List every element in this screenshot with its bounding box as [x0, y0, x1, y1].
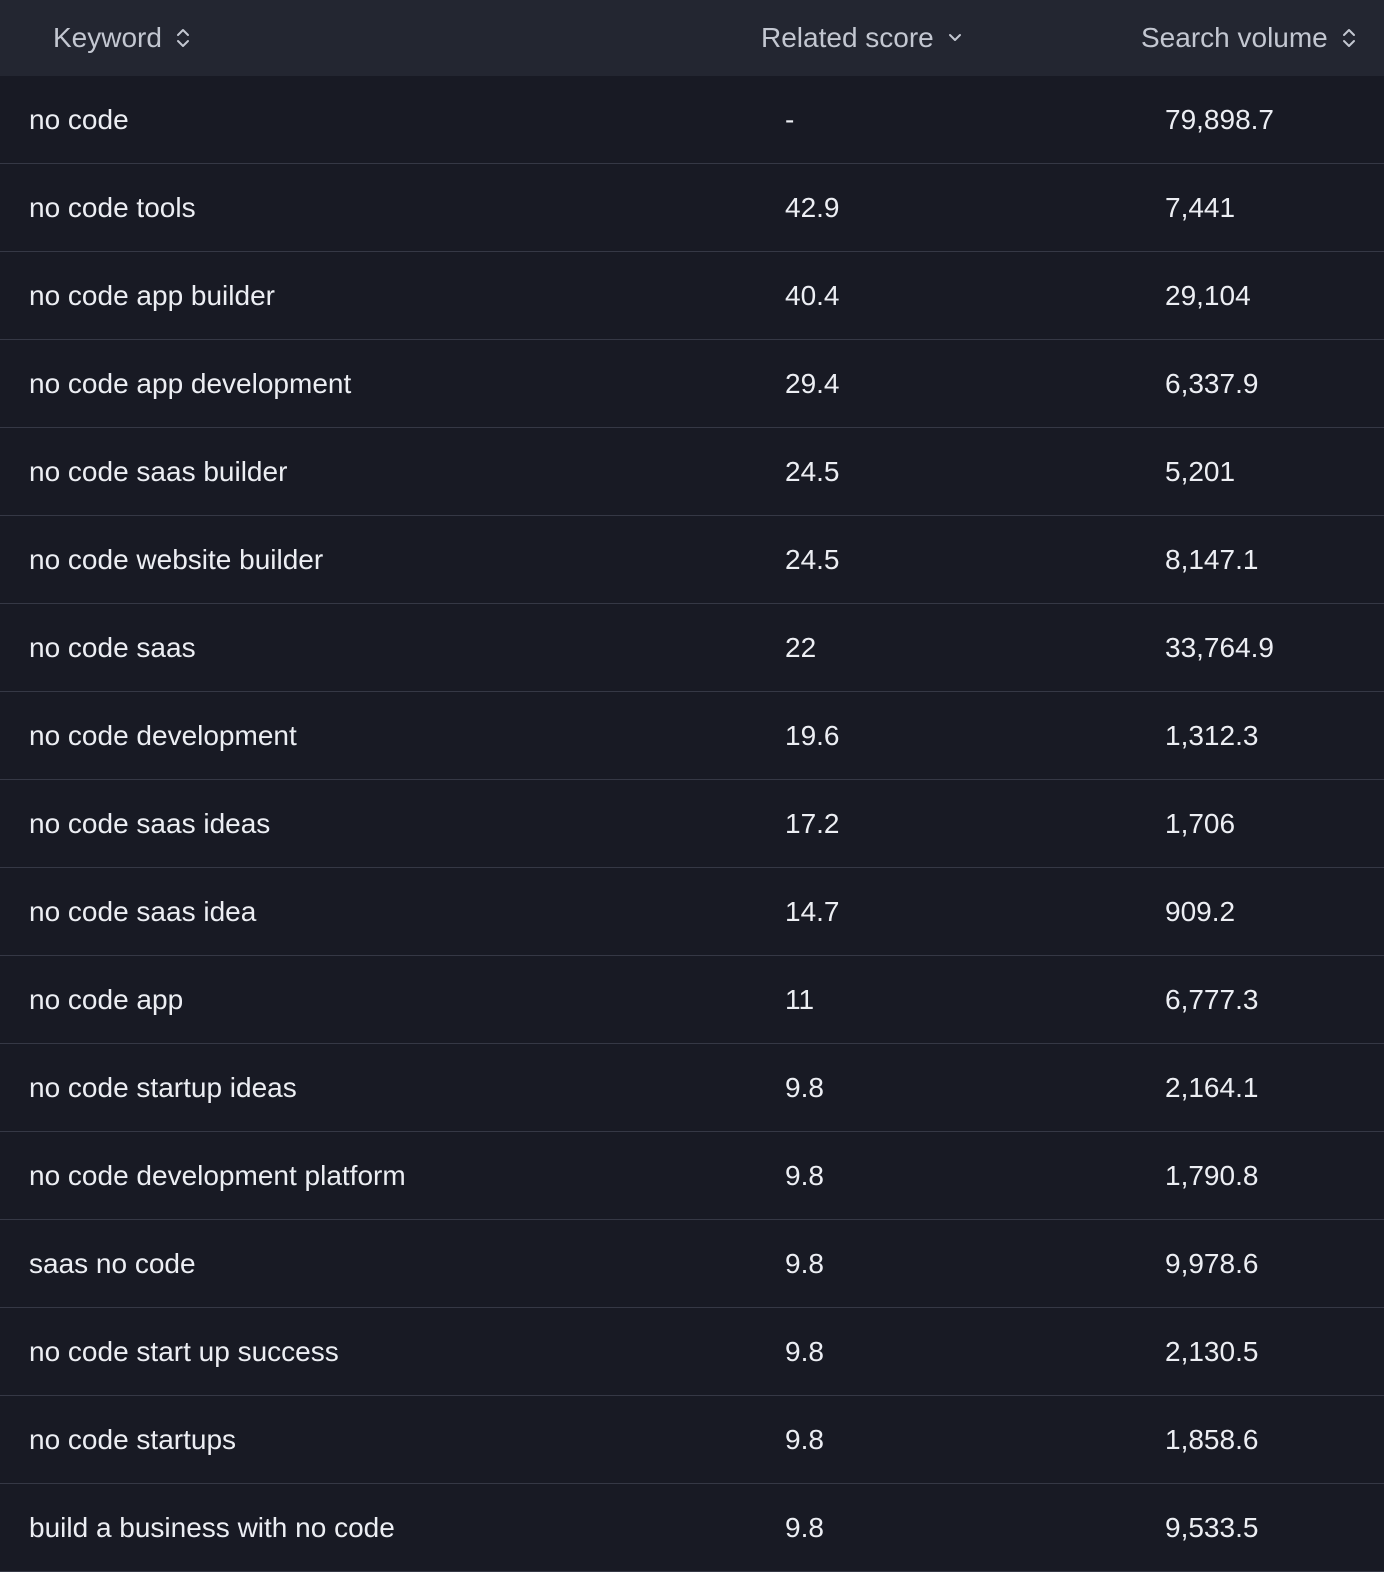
- column-header-keyword[interactable]: Keyword: [53, 0, 190, 76]
- table-row[interactable]: no code app 11 6,777.3: [0, 956, 1384, 1044]
- keyword-cell: no code: [29, 103, 129, 135]
- sort-updown-icon[interactable]: [1342, 26, 1356, 50]
- related-score-cell: 9.8: [785, 1159, 824, 1191]
- table-row[interactable]: no code saas builder 24.5 5,201: [0, 428, 1384, 516]
- search-volume-cell: 1,312.3: [1165, 719, 1259, 751]
- related-score-cell: 17.2: [785, 807, 840, 839]
- related-score-cell: 19.6: [785, 719, 840, 751]
- keyword-cell: no code saas builder: [29, 455, 288, 487]
- keyword-cell: no code website builder: [29, 543, 324, 575]
- table-row[interactable]: no code website builder 24.5 8,147.1: [0, 516, 1384, 604]
- related-score-cell: 29.4: [785, 367, 840, 399]
- table-row[interactable]: no code saas ideas 17.2 1,706: [0, 780, 1384, 868]
- table-header: Keyword Related score Search volume: [0, 0, 1384, 76]
- search-volume-cell: 8,147.1: [1165, 543, 1259, 575]
- table-row[interactable]: no code app builder 40.4 29,104: [0, 252, 1384, 340]
- related-score-cell: 22: [785, 631, 817, 663]
- table-row[interactable]: no code start up success 9.8 2,130.5: [0, 1308, 1384, 1396]
- search-volume-cell: 9,533.5: [1165, 1511, 1259, 1543]
- search-volume-cell: 7,441: [1165, 191, 1236, 223]
- keyword-cell: no code tools: [29, 191, 196, 223]
- table-row[interactable]: build a business with no code 9.8 9,533.…: [0, 1484, 1384, 1572]
- search-volume-cell: 6,777.3: [1165, 983, 1259, 1015]
- search-volume-cell: 909.2: [1165, 895, 1236, 927]
- keyword-cell: no code saas: [29, 631, 196, 663]
- keyword-cell: no code startup ideas: [29, 1071, 297, 1103]
- search-volume-cell: 29,104: [1165, 279, 1251, 311]
- related-score-cell: 24.5: [785, 455, 840, 487]
- search-volume-cell: 9,978.6: [1165, 1247, 1259, 1279]
- table-row[interactable]: no code tools 42.9 7,441: [0, 164, 1384, 252]
- keyword-cell: no code startups: [29, 1423, 237, 1455]
- search-volume-cell: 1,790.8: [1165, 1159, 1259, 1191]
- keyword-cell: no code app builder: [29, 279, 275, 311]
- search-volume-cell: 6,337.9: [1165, 367, 1259, 399]
- table-row[interactable]: no code startup ideas 9.8 2,164.1: [0, 1044, 1384, 1132]
- keyword-cell: saas no code: [29, 1247, 196, 1279]
- column-header-search-volume[interactable]: Search volume: [1141, 0, 1356, 76]
- related-score-cell: 14.7: [785, 895, 840, 927]
- keyword-cell: no code saas ideas: [29, 807, 271, 839]
- related-score-cell: -: [785, 103, 795, 135]
- column-header-label: Related score: [761, 22, 934, 53]
- keyword-cell: build a business with no code: [29, 1511, 395, 1543]
- keyword-cell: no code app: [29, 983, 184, 1015]
- keyword-cell: no code saas idea: [29, 895, 257, 927]
- column-header-label: Keyword: [53, 22, 162, 53]
- keyword-cell: no code development: [29, 719, 297, 751]
- search-volume-cell: 79,898.7: [1165, 103, 1274, 135]
- search-volume-cell: 2,164.1: [1165, 1071, 1259, 1103]
- table-row[interactable]: saas no code 9.8 9,978.6: [0, 1220, 1384, 1308]
- search-volume-cell: 1,706: [1165, 807, 1236, 839]
- keyword-cell: no code start up success: [29, 1335, 339, 1367]
- related-score-cell: 9.8: [785, 1423, 824, 1455]
- related-score-cell: 42.9: [785, 191, 840, 223]
- search-volume-cell: 5,201: [1165, 455, 1236, 487]
- related-score-cell: 11: [785, 983, 815, 1015]
- table-row[interactable]: no code - 79,898.7: [0, 76, 1384, 164]
- keyword-cell: no code app development: [29, 367, 352, 399]
- related-score-cell: 40.4: [785, 279, 840, 311]
- keyword-cell: no code development platform: [29, 1159, 406, 1191]
- table-row[interactable]: no code saas 22 33,764.9: [0, 604, 1384, 692]
- table-body: no code - 79,898.7 no code tools 42.9 7,…: [0, 76, 1384, 1572]
- related-score-cell: 24.5: [785, 543, 840, 575]
- related-score-cell: 9.8: [785, 1511, 824, 1543]
- chevron-down-icon[interactable]: [948, 26, 962, 50]
- column-header-related-score[interactable]: Related score: [761, 0, 962, 76]
- search-volume-cell: 1,858.6: [1165, 1423, 1259, 1455]
- sort-updown-icon[interactable]: [176, 26, 190, 50]
- search-volume-cell: 33,764.9: [1165, 631, 1274, 663]
- table-row[interactable]: no code app development 29.4 6,337.9: [0, 340, 1384, 428]
- table-row[interactable]: no code development 19.6 1,312.3: [0, 692, 1384, 780]
- table-row[interactable]: no code saas idea 14.7 909.2: [0, 868, 1384, 956]
- table-row[interactable]: no code development platform 9.8 1,790.8: [0, 1132, 1384, 1220]
- column-header-label: Search volume: [1141, 22, 1328, 53]
- related-score-cell: 9.8: [785, 1071, 824, 1103]
- search-volume-cell: 2,130.5: [1165, 1335, 1259, 1367]
- related-score-cell: 9.8: [785, 1335, 824, 1367]
- table-row[interactable]: no code startups 9.8 1,858.6: [0, 1396, 1384, 1484]
- related-score-cell: 9.8: [785, 1247, 824, 1279]
